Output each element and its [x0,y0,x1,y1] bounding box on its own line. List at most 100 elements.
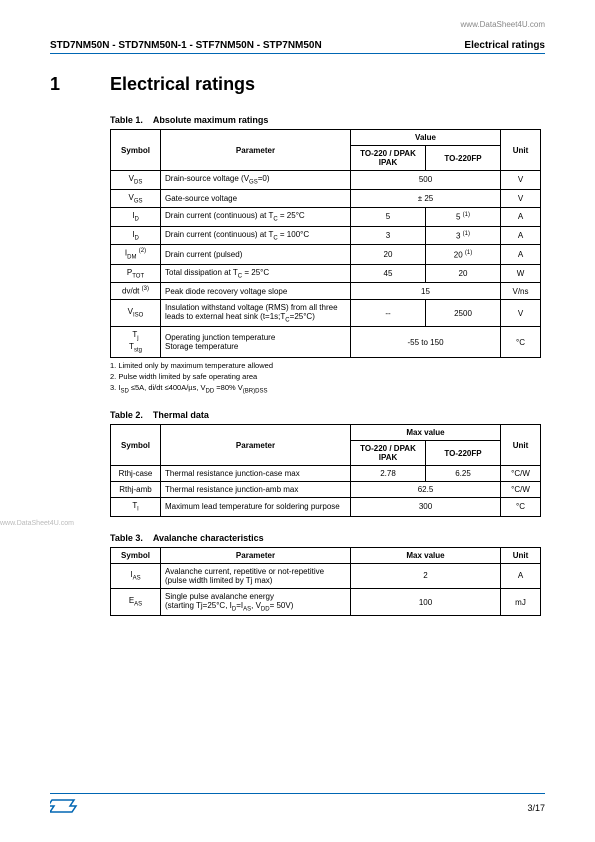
cell-value1: 3 [351,226,426,245]
cell-parameter: Drain-source voltage (VGS=0) [161,171,351,190]
cell-symbol: TjTstg [111,327,161,357]
cell-value1: 5 [351,208,426,227]
cell-symbol: Tl [111,498,161,517]
footer: 3/17 [50,793,545,817]
th-value: Max value [351,547,501,563]
th-col1: TO-220 / DPAK IPAK [351,441,426,466]
cell-value2: 20 (1) [426,245,501,264]
heading-number: 1 [50,74,110,95]
top-url: www.DataSheet4U.com [461,20,545,29]
cell-value2: 2500 [426,299,501,327]
table-row: IDDrain current (continuous) at TC = 25°… [111,208,541,227]
cell-value2: 3 (1) [426,226,501,245]
heading-title: Electrical ratings [110,74,255,95]
table1-caption-title: Absolute maximum ratings [153,115,269,125]
cell-value: 62.5 [351,482,501,498]
table-row: Rthj-caseThermal resistance junction-cas… [111,466,541,482]
page-header: STD7NM50N - STD7NM50N-1 - STF7NM50N - ST… [50,40,545,54]
cell-value1: 45 [351,264,426,283]
table2: Symbol Parameter Max value Unit TO-220 /… [110,424,541,517]
table2-caption: Table 2. Thermal data [110,410,545,420]
table1-notes: 1. Limited only by maximum temperature a… [110,361,545,395]
table-row: EASSingle pulse avalanche energy(startin… [111,588,541,616]
cell-symbol: IDM (2) [111,245,161,264]
cell-unit: °C [501,327,541,357]
th-parameter: Parameter [161,425,351,466]
cell-unit: V [501,299,541,327]
cell-value2: 20 [426,264,501,283]
table-row: TjTstgOperating junction temperatureStor… [111,327,541,357]
cell-unit: °C/W [501,482,541,498]
th-symbol: Symbol [111,425,161,466]
th-value: Value [351,130,501,146]
cell-symbol: VGS [111,189,161,208]
cell-value: 2 [351,563,501,588]
th-symbol: Symbol [111,547,161,563]
cell-unit: V [501,189,541,208]
cell-parameter: Total dissipation at TC = 25°C [161,264,351,283]
cell-value: 100 [351,588,501,616]
cell-value: 500 [351,171,501,190]
table3-caption-label: Table 3. [110,533,143,543]
note-line: 2. Pulse width limited by safe operating… [110,372,545,381]
page-number: 3/17 [527,803,545,813]
th-col2: TO-220FP [426,146,501,171]
table2-caption-title: Thermal data [153,410,209,420]
cell-parameter: Thermal resistance junction-case max [161,466,351,482]
cell-parameter: Drain current (continuous) at TC = 100°C [161,226,351,245]
table1: Symbol Parameter Value Unit TO-220 / DPA… [110,129,541,358]
cell-symbol: Rthj-amb [111,482,161,498]
cell-parameter: Thermal resistance junction-amb max [161,482,351,498]
cell-unit: A [501,563,541,588]
table-row: VISOInsulation withstand voltage (RMS) f… [111,299,541,327]
cell-unit: A [501,208,541,227]
table-row: IDM (2)Drain current (pulsed)2020 (1)A [111,245,541,264]
cell-value2: 5 (1) [426,208,501,227]
th-col2: TO-220FP [426,441,501,466]
cell-value1: 20 [351,245,426,264]
th-col1: TO-220 / DPAK IPAK [351,146,426,171]
cell-value2: 6.25 [426,466,501,482]
cell-parameter: Drain current (pulsed) [161,245,351,264]
cell-value1: 2.78 [351,466,426,482]
cell-symbol: VDS [111,171,161,190]
cell-unit: mJ [501,588,541,616]
th-unit: Unit [501,547,541,563]
table3-caption: Table 3. Avalanche characteristics [110,533,545,543]
header-parts: STD7NM50N - STD7NM50N-1 - STF7NM50N - ST… [50,40,322,51]
cell-value1: -- [351,299,426,327]
cell-value: 300 [351,498,501,517]
cell-unit: A [501,245,541,264]
th-unit: Unit [501,130,541,171]
th-symbol: Symbol [111,130,161,171]
cell-symbol: EAS [111,588,161,616]
cell-parameter: Drain current (continuous) at TC = 25°C [161,208,351,227]
cell-unit: V/ns [501,283,541,300]
note-line: 3. ISD ≤5A, di/dt ≤400A/µs, VDD =80% V(B… [110,383,545,395]
cell-symbol: IAS [111,563,161,588]
cell-unit: °C/W [501,466,541,482]
table3-caption-title: Avalanche characteristics [153,533,264,543]
table-row: VDSDrain-source voltage (VGS=0)500V [111,171,541,190]
table-row: PTOTTotal dissipation at TC = 25°C4520W [111,264,541,283]
cell-parameter: Insulation withstand voltage (RMS) from … [161,299,351,327]
table-row: VGSGate-source voltage± 25V [111,189,541,208]
cell-symbol: PTOT [111,264,161,283]
cell-value: 15 [351,283,501,300]
note-line: 1. Limited only by maximum temperature a… [110,361,545,370]
cell-symbol: ID [111,208,161,227]
cell-symbol: dv/dt (3) [111,283,161,300]
th-parameter: Parameter [161,130,351,171]
table-row: IDDrain current (continuous) at TC = 100… [111,226,541,245]
side-watermark: www.DataSheet4U.com [0,520,74,527]
cell-unit: V [501,171,541,190]
st-logo [50,798,78,817]
th-parameter: Parameter [161,547,351,563]
cell-parameter: Peak diode recovery voltage slope [161,283,351,300]
table-row: Rthj-ambThermal resistance junction-amb … [111,482,541,498]
cell-parameter: Avalanche current, repetitive or not-rep… [161,563,351,588]
cell-parameter: Gate-source voltage [161,189,351,208]
table1-caption: Table 1. Absolute maximum ratings [110,115,545,125]
cell-parameter: Maximum lead temperature for soldering p… [161,498,351,517]
cell-parameter: Operating junction temperatureStorage te… [161,327,351,357]
